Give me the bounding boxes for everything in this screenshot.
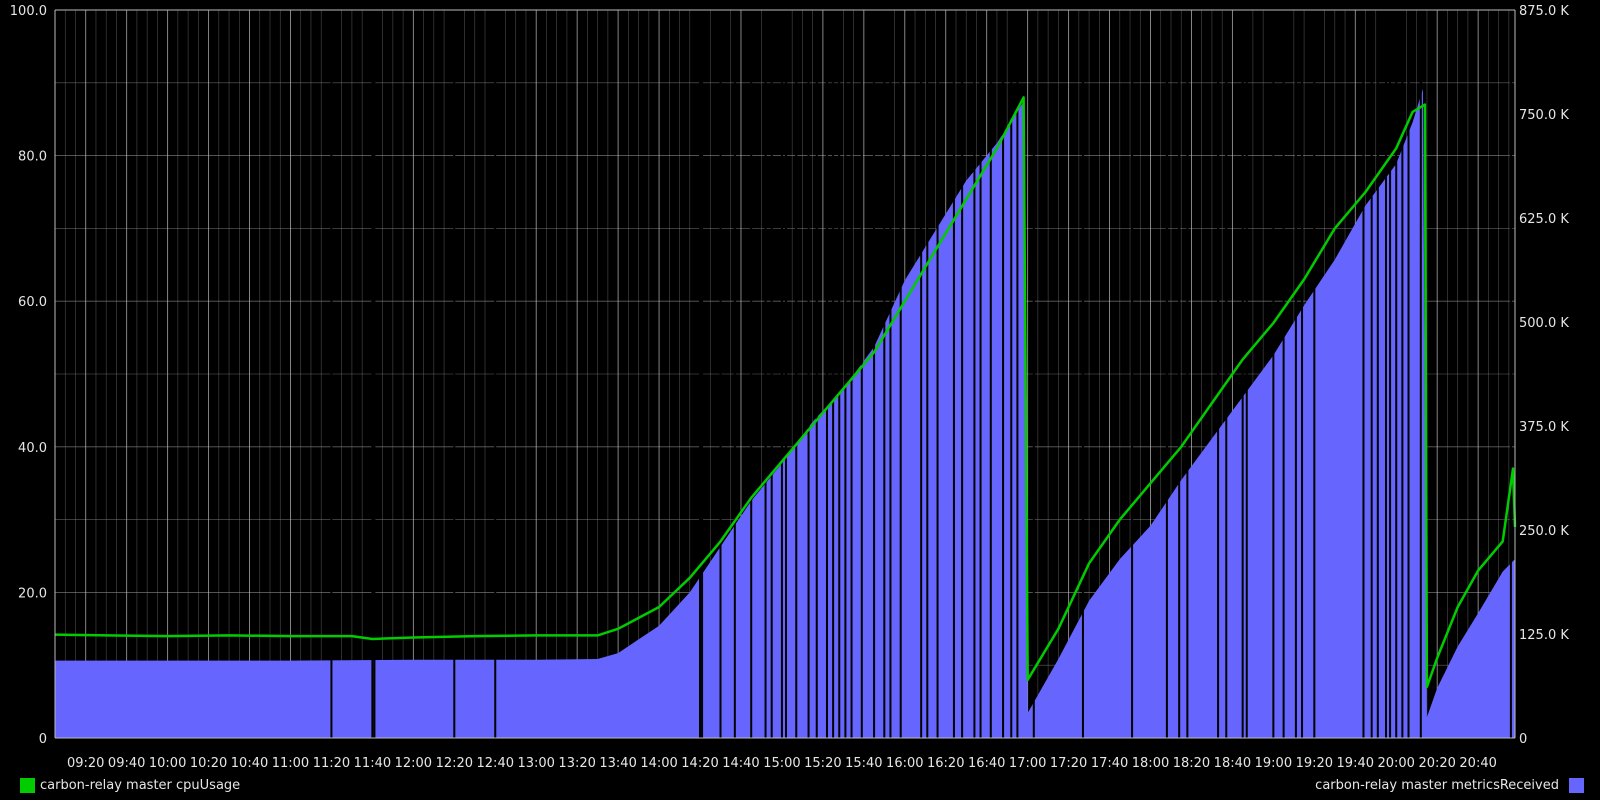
x-tick-label: 15:40: [845, 756, 882, 770]
x-tick-label: 18:20: [1173, 756, 1210, 770]
x-tick-label: 20:40: [1459, 756, 1496, 770]
x-tick-label: 14:00: [640, 756, 677, 770]
x-tick-label: 10:40: [231, 756, 268, 770]
x-tick-label: 16:40: [968, 756, 1005, 770]
x-tick-label: 17:20: [1050, 756, 1087, 770]
metrics-area-layer: [55, 10, 1515, 738]
y-left-tick-label: 40.0: [18, 441, 47, 456]
x-tick-label: 16:00: [886, 756, 923, 770]
x-tick-label: 09:20: [67, 756, 104, 770]
plot-frame: [54, 9, 1516, 739]
y-right-tick-label: 125.0 K: [1519, 628, 1569, 643]
x-tick-label: 18:00: [1132, 756, 1169, 770]
metrics-area: [55, 89, 1515, 738]
y-left-tick-label: 20.0: [18, 586, 47, 601]
y-right-tick-label: 0: [1519, 732, 1527, 747]
y-left-tick-label: 100.0: [10, 4, 47, 19]
x-tick-label: 12:00: [395, 756, 432, 770]
x-tick-label: 13:00: [517, 756, 554, 770]
y-left-tick-label: 60.0: [18, 295, 47, 310]
x-tick-label: 20:00: [1377, 756, 1414, 770]
y-right-tick-label: 375.0 K: [1519, 420, 1569, 435]
legend-metrics-swatch: [1569, 778, 1584, 793]
y-right-tick-label: 750.0 K: [1519, 108, 1569, 123]
x-tick-label: 19:20: [1296, 756, 1333, 770]
y-right-tick-label: 625.0 K: [1519, 212, 1569, 227]
x-tick-label: 12:40: [477, 756, 514, 770]
x-tick-label: 19:40: [1337, 756, 1374, 770]
x-axis-labels: 09:20 09:40 10:00 10:20 10:40 11:00 11:20 11:40…: [67, 756, 1497, 770]
x-tick-label: 15:20: [804, 756, 841, 770]
cpu-line-layer: [54, 96, 1517, 689]
x-tick-label: 09:40: [108, 756, 145, 770]
x-tick-label: 18:40: [1214, 756, 1251, 770]
y-axis-left-labels: 0 20.0 40.0 60.0 80.0 100.0: [10, 4, 47, 747]
x-tick-label: 16:20: [927, 756, 964, 770]
legend-cpu-label: carbon-relay master cpuUsage: [40, 778, 241, 793]
x-tick-label: 11:20: [313, 756, 350, 770]
legend-cpu-swatch: [20, 778, 35, 793]
y-axis-right-labels: 0 125.0 K 250.0 K 375.0 K 500.0 K 625.0 K 750.…: [1519, 4, 1569, 747]
x-tick-label: 19:00: [1255, 756, 1292, 770]
legend-metrics-label: carbon-relay master metricsReceived: [1315, 778, 1559, 793]
legend-right: carbon-relay master metricsReceived: [1315, 778, 1584, 793]
x-tick-label: 20:20: [1418, 756, 1455, 770]
legend-left: carbon-relay master cpuUsage: [20, 778, 240, 793]
y-left-tick-label: 0: [39, 732, 47, 747]
x-tick-label: 13:40: [599, 756, 636, 770]
x-tick-label: 10:20: [190, 756, 227, 770]
x-tick-label: 11:40: [354, 756, 391, 770]
y-right-tick-label: 875.0 K: [1519, 4, 1569, 19]
x-tick-label: 17:40: [1091, 756, 1128, 770]
x-tick-label: 14:20: [681, 756, 718, 770]
y-right-tick-label: 250.0 K: [1519, 524, 1569, 539]
y-left-tick-label: 80.0: [18, 150, 47, 165]
chart: 0 20.0 40.0 60.0 80.0 100.0 0 125.0 K 250.0 K 37…: [9, 4, 1570, 770]
x-tick-label: 11:00: [272, 756, 309, 770]
x-tick-label: 14:40: [722, 756, 759, 770]
x-tick-label: 12:20: [436, 756, 473, 770]
y-right-tick-label: 500.0 K: [1519, 316, 1569, 331]
x-tick-label: 13:20: [558, 756, 595, 770]
x-tick-label: 17:00: [1009, 756, 1046, 770]
x-tick-label: 15:00: [763, 756, 800, 770]
x-tick-label: 10:00: [149, 756, 186, 770]
cpu-line: [54, 96, 1517, 689]
